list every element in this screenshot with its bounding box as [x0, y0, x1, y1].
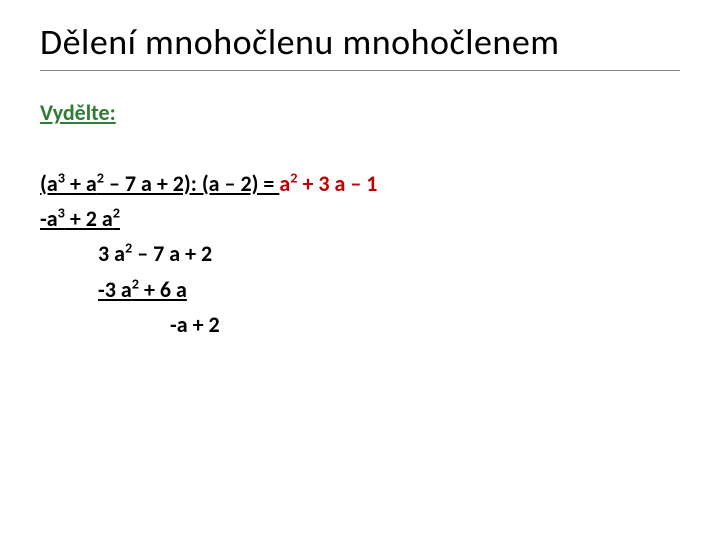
- division-line-3: 3 a2 – 7 a + 2: [40, 236, 680, 271]
- t: – 7 a + 2: [132, 240, 212, 267]
- t: a: [279, 170, 290, 197]
- division-line-4: -3 a2 + 6 a: [40, 272, 680, 307]
- t: + a: [65, 170, 97, 197]
- t: (a: [40, 170, 58, 197]
- math-block: (a3 + a2 – 7 a + 2): (a – 2) = a2 + 3 a …: [40, 166, 680, 342]
- t: 3 a: [98, 240, 125, 267]
- sup: 3: [58, 169, 65, 187]
- slide: Dělení mnohočlenu mnohočlenem Vydělte: (…: [0, 0, 720, 540]
- subheading: Vydělte:: [40, 99, 680, 126]
- t: -a + 2: [170, 311, 220, 338]
- sup: 3: [58, 204, 65, 222]
- sup: 2: [132, 274, 139, 292]
- slide-title: Dělení mnohočlenu mnohočlenem: [40, 20, 680, 71]
- t: – 7 a + 2): (a – 2) =: [104, 170, 279, 197]
- t: + 6 a: [139, 276, 187, 303]
- sup: 2: [113, 204, 120, 222]
- division-line-2: -a3 + 2 a2: [40, 201, 680, 236]
- result: a2 + 3 a – 1: [279, 170, 377, 197]
- division-line-5: -a + 2: [40, 307, 680, 342]
- t: -a: [40, 205, 58, 232]
- division-line-1: (a3 + a2 – 7 a + 2): (a – 2) = a2 + 3 a …: [40, 166, 680, 201]
- t: + 3 a – 1: [297, 170, 377, 197]
- t: + 2 a: [65, 205, 113, 232]
- t: -3 a: [98, 276, 132, 303]
- sup: 2: [97, 169, 104, 187]
